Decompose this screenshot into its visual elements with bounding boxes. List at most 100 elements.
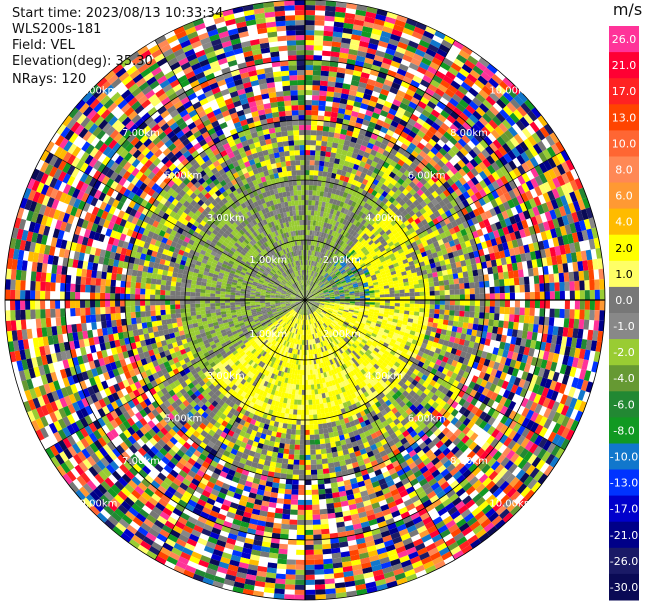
velocity-bin — [342, 284, 348, 288]
velocity-bin — [313, 271, 317, 277]
velocity-bin — [362, 316, 368, 321]
velocity-bin — [280, 314, 286, 319]
velocity-bin — [275, 258, 280, 264]
velocity-bin — [339, 240, 345, 247]
velocity-bin — [322, 308, 328, 312]
velocity-bin — [273, 283, 279, 287]
velocity-bin — [270, 292, 276, 295]
velocity-bin — [295, 339, 299, 345]
velocity-bin — [331, 274, 337, 279]
velocity-bin — [275, 300, 281, 303]
velocity-bin — [434, 285, 440, 291]
velocity-bin — [290, 267, 294, 273]
velocity-bin — [346, 246, 352, 252]
velocity-bin — [312, 276, 316, 282]
velocity-bin — [384, 291, 390, 295]
velocity-bin — [276, 279, 281, 284]
velocity-bin — [269, 250, 275, 256]
velocity-bin — [185, 312, 192, 317]
velocity-bin — [313, 277, 317, 283]
velocity-bin — [352, 313, 358, 317]
velocity-bin — [247, 328, 253, 333]
velocity-bin — [343, 243, 349, 249]
velocity-bin — [300, 280, 303, 286]
velocity-bin — [258, 279, 264, 284]
velocity-bin — [306, 285, 309, 291]
velocity-bin — [247, 315, 253, 319]
velocity-bin — [268, 343, 273, 349]
velocity-bin — [313, 293, 319, 296]
velocity-bin — [265, 297, 271, 299]
velocity-bin — [320, 312, 325, 317]
velocity-bin — [298, 280, 301, 286]
velocity-bin — [353, 286, 359, 290]
velocity-bin — [341, 280, 347, 284]
velocity-bin — [297, 281, 300, 287]
velocity-bin — [252, 315, 258, 319]
velocity-bin — [344, 293, 350, 296]
velocity-bin — [359, 291, 365, 295]
velocity-bin — [276, 306, 282, 310]
velocity-bin — [354, 301, 360, 304]
velocity-bin — [300, 290, 303, 296]
velocity-bin — [321, 310, 327, 314]
velocity-bin — [428, 277, 434, 283]
velocity-bin — [279, 275, 284, 280]
velocity-bin — [293, 271, 297, 277]
velocity-bin — [274, 341, 279, 347]
velocity-bin — [327, 239, 332, 246]
velocity-bin — [285, 336, 289, 342]
velocity-bin — [306, 304, 308, 310]
velocity-bin — [409, 288, 415, 293]
velocity-bin — [329, 300, 335, 303]
velocity-bin — [307, 369, 311, 375]
velocity-bin — [325, 274, 331, 280]
velocity-bin — [292, 305, 297, 309]
velocity-bin — [258, 281, 264, 285]
velocity-bin — [256, 263, 262, 268]
velocity-bin — [344, 296, 350, 299]
velocity-bin — [316, 279, 321, 285]
velocity-bin — [285, 303, 291, 305]
velocity-bin — [275, 301, 281, 304]
velocity-bin — [286, 341, 290, 347]
velocity-bin — [326, 312, 331, 316]
velocity-bin — [170, 285, 176, 291]
velocity-bin — [259, 343, 265, 349]
velocity-bin — [286, 165, 292, 172]
velocity-bin — [309, 265, 312, 271]
velocity-bin — [235, 302, 241, 305]
velocity-bin — [309, 319, 311, 325]
velocity-bin — [306, 319, 308, 325]
velocity-bin — [323, 306, 329, 310]
velocity-bin — [334, 305, 340, 308]
velocity-bin — [409, 307, 415, 312]
velocity-bin — [335, 324, 341, 329]
velocity-bin — [330, 342, 335, 348]
velocity-bin — [369, 292, 375, 296]
velocity-bin — [311, 265, 314, 271]
velocity-bin — [434, 300, 440, 305]
velocity-bin — [259, 335, 265, 341]
velocity-bin — [260, 290, 266, 294]
velocity-bin — [318, 170, 324, 177]
velocity-bin — [323, 260, 328, 266]
velocity-bin — [300, 280, 302, 286]
velocity-bin — [263, 339, 269, 345]
velocity-bin — [341, 281, 347, 285]
velocity-bin — [314, 294, 320, 297]
velocity-bin — [291, 316, 295, 322]
velocity-bin — [389, 293, 395, 297]
velocity-bin — [331, 259, 336, 265]
velocity-bin — [311, 389, 315, 395]
velocity-bin — [271, 307, 277, 310]
velocity-bin — [284, 277, 289, 282]
velocity-bin — [359, 301, 365, 305]
velocity-bin — [364, 302, 370, 305]
velocity-bin — [267, 286, 273, 290]
velocity-bin — [351, 336, 357, 342]
velocity-bin — [253, 327, 259, 332]
velocity-bin — [335, 281, 341, 285]
velocity-bin — [277, 287, 283, 291]
velocity-bin — [305, 275, 307, 280]
